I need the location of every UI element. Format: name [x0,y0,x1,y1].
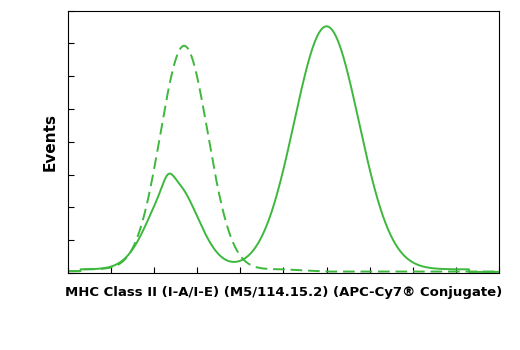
Y-axis label: Events: Events [42,113,57,171]
X-axis label: MHC Class II (I-A/I-E) (M5/114.15.2) (APC-Cy7® Conjugate): MHC Class II (I-A/I-E) (M5/114.15.2) (AP… [65,286,502,299]
